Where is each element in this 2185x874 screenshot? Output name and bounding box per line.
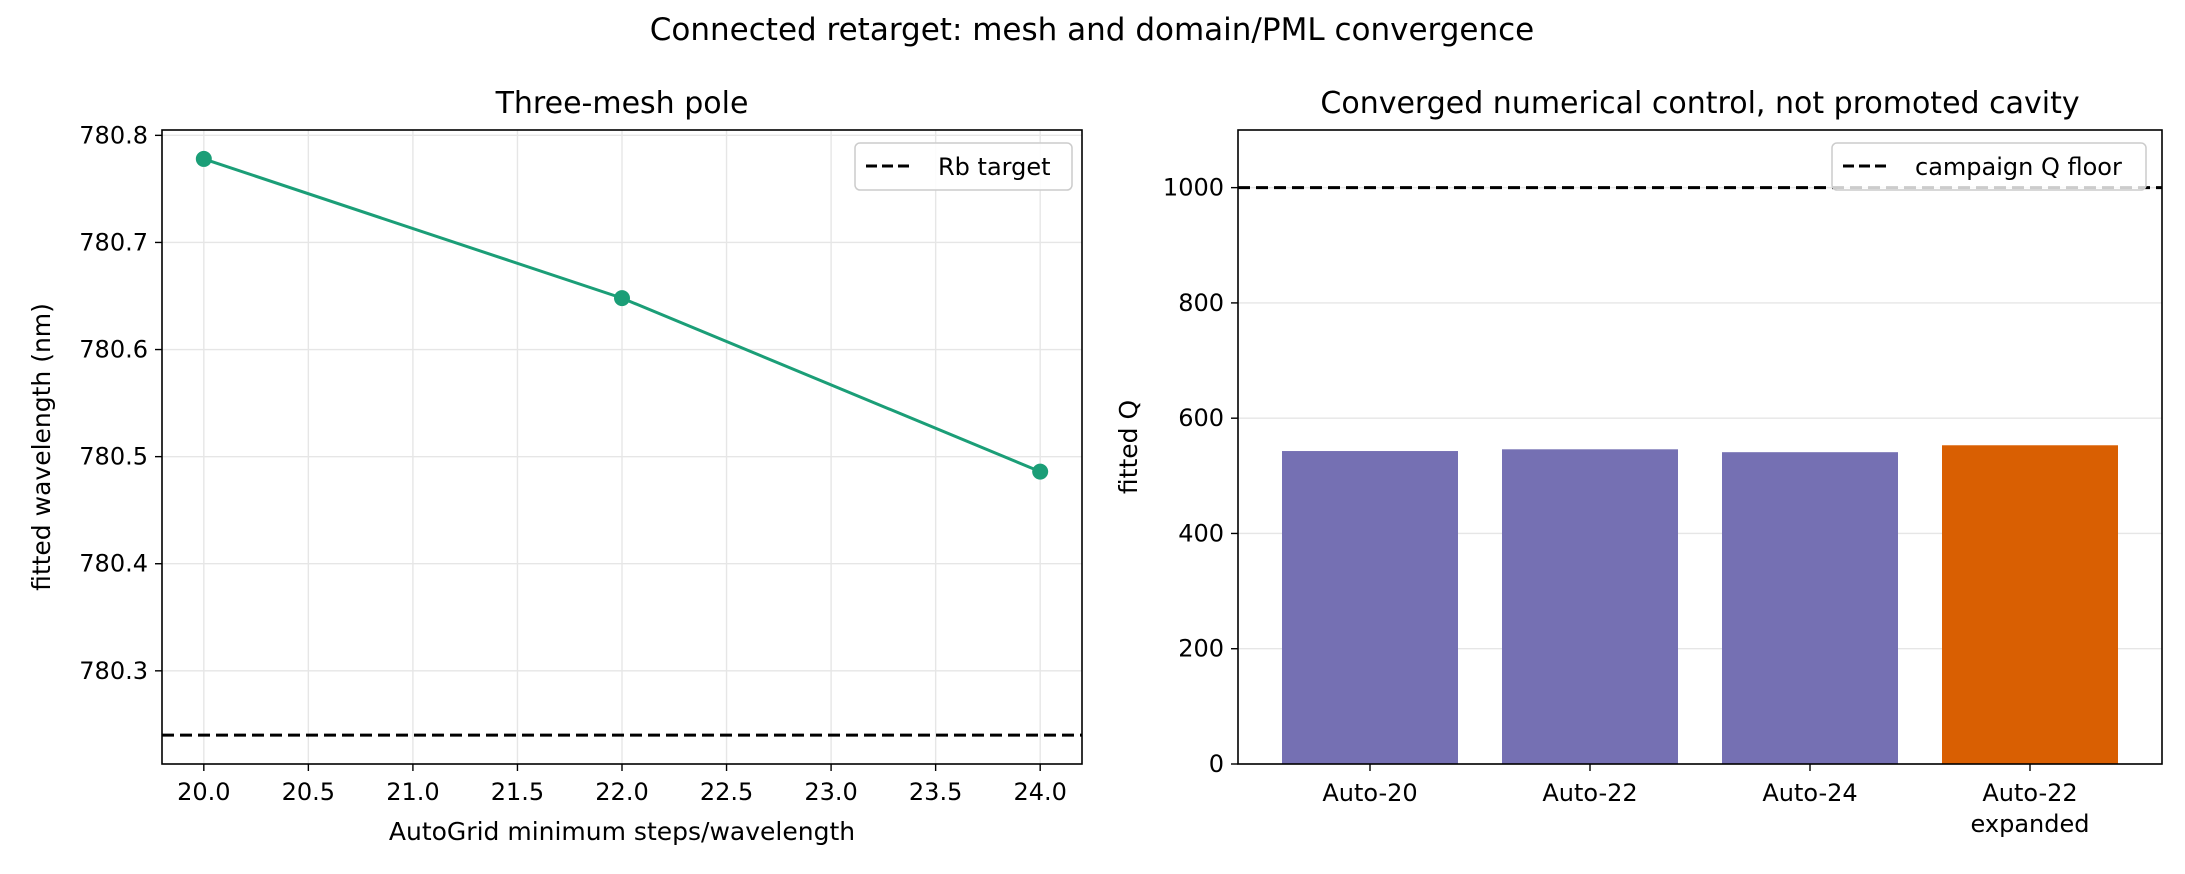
data-point [1032, 463, 1049, 480]
bar [1502, 449, 1678, 764]
y-tick-label: 0 [1209, 750, 1224, 778]
x-tick-label: 21.0 [386, 778, 439, 806]
x-tick-label: 22.5 [700, 778, 753, 806]
bar [1282, 451, 1458, 764]
line-chart-gridlines [162, 130, 1082, 764]
bar-chart-legend: campaign Q floor [1831, 142, 2147, 191]
y-tick-label: 200 [1178, 635, 1224, 663]
x-tick-label: Auto-22 expanded [1971, 779, 2090, 838]
bar [1942, 445, 2118, 764]
legend-box [1831, 142, 2147, 191]
y-tick-label: 780.3 [79, 657, 148, 685]
bar-chart-yticks: 0 200 400 600 800 1000 [1163, 174, 1238, 778]
y-tick-label: 1000 [1163, 174, 1224, 202]
line-chart-ylabel: fitted wavelength (nm) [27, 303, 56, 591]
y-tick-label: 600 [1178, 404, 1224, 432]
legend-box [854, 142, 1073, 191]
figure-suptitle: Connected retarget: mesh and domain/PML … [650, 12, 1534, 48]
line-chart-xticks: 20.0 20.5 21.0 21.5 22.0 22.5 23.0 23.5 24.0 [177, 764, 1067, 806]
y-tick-label: 780.7 [79, 228, 148, 256]
bar-chart-bars [1282, 445, 2118, 764]
x-tick-label: 22.0 [595, 778, 648, 806]
bar-chart-panel: Converged numerical control, not promote… [1114, 86, 2163, 838]
x-tick-label: 23.0 [804, 778, 857, 806]
bar-chart-axes-frame [1237, 129, 2163, 765]
x-tick-label: Auto-20 [1322, 779, 1417, 807]
line-chart-axes-frame [161, 129, 1083, 765]
y-tick-label: 800 [1178, 289, 1224, 317]
bar-chart-title: Converged numerical control, not promote… [1320, 86, 2079, 121]
x-tick-label: 20.5 [282, 778, 335, 806]
line-chart-yticks: 780.3 780.4 780.5 780.6 780.7 780.8 [79, 121, 162, 685]
y-tick-label: 400 [1178, 519, 1224, 547]
y-tick-label: 780.6 [79, 336, 148, 364]
x-tick-label: 23.5 [909, 778, 962, 806]
x-tick-label: 21.5 [491, 778, 544, 806]
x-tick-label: 24.0 [1013, 778, 1066, 806]
bar-chart-ylabel: fitted Q [1114, 400, 1143, 494]
line-chart-legend: Rb target [854, 142, 1073, 191]
x-tick-label: Auto-24 [1762, 779, 1857, 807]
line-chart-panel: Three-mesh pole 20.0 20.5 21.0 21.5 22.0 22.5… [27, 86, 1083, 846]
line-chart-title: Three-mesh pole [495, 86, 749, 121]
legend-label-campaign-q-floor: campaign Q floor [1915, 153, 2122, 181]
x-tick-label: 20.0 [177, 778, 230, 806]
y-tick-label: 780.8 [79, 121, 148, 149]
line-chart-points [195, 150, 1049, 480]
bar-chart-xticks: Auto-20 Auto-22 Auto-24 Auto-22 expanded [1322, 764, 2089, 838]
data-point [195, 150, 212, 167]
legend-label-rb-target: Rb target [938, 153, 1051, 181]
line-chart-xlabel: AutoGrid minimum steps/wavelength [389, 817, 855, 846]
y-tick-label: 780.5 [79, 443, 148, 471]
bar [1722, 452, 1898, 764]
data-point [614, 290, 630, 307]
y-tick-label: 780.4 [79, 550, 148, 578]
x-tick-label: Auto-22 [1542, 779, 1637, 807]
